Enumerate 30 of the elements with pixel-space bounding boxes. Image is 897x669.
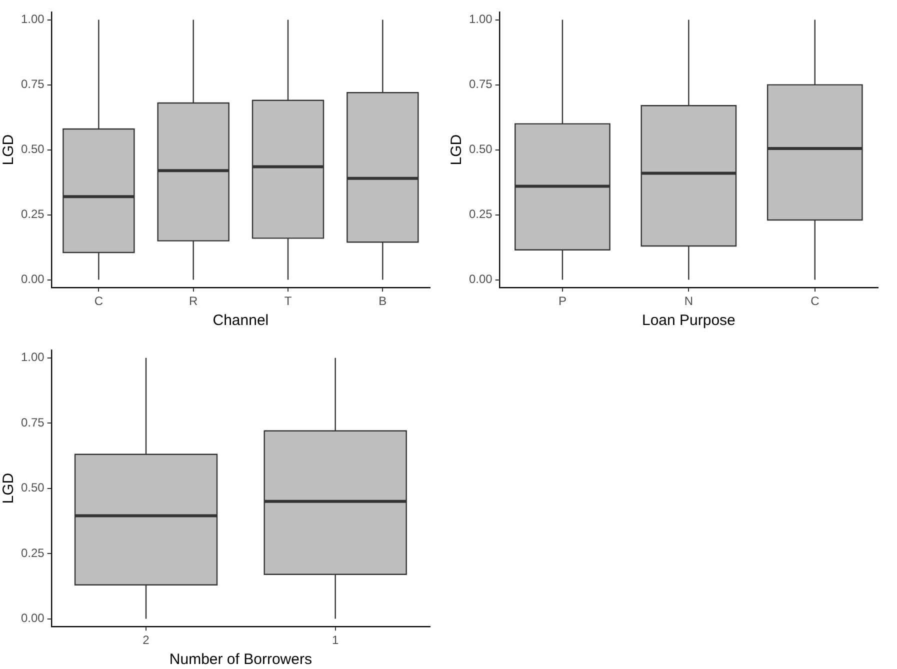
x-tick-label: C [94,294,104,308]
y-tick-label: 0.50 [20,480,45,495]
y-axis-title: LGD [448,134,466,166]
y-tick-label: 1.00 [20,12,45,26]
x-tick-label: B [378,294,387,308]
y-tick-label: 1.00 [468,12,493,26]
y-axis-title: LGD [0,472,18,504]
y-tick-label: 0.50 [468,142,493,156]
y-tick-label: 1.00 [20,350,45,364]
x-tick-label: 2 [142,633,150,648]
x-tick-label: 1 [332,633,339,648]
x-tick-label: N [684,294,694,308]
x-axis-title: Loan Purpose [642,312,736,330]
y-tick-label: 0.75 [468,77,493,92]
x-tick-label: R [189,294,198,308]
y-tick-label: 0.75 [20,415,45,430]
y-tick-label: 0.00 [468,272,493,286]
y-tick-label: 0.50 [20,142,45,156]
y-tick-label: 0.25 [468,207,493,222]
y-tick-label: 0.75 [20,77,45,92]
y-tick-label: 0.00 [20,272,45,286]
y-tick-label: 0.25 [20,546,45,560]
y-tick-label: 0.25 [20,207,45,222]
y-axis-title: LGD [0,134,18,166]
x-tick-label: P [558,294,566,308]
x-tick-label: T [284,294,292,308]
x-tick-label: C [810,294,820,308]
y-tick-label: 0.00 [20,611,45,626]
x-axis-title: Channel [212,312,269,330]
x-axis-title: Number of Borrowers [169,651,312,668]
